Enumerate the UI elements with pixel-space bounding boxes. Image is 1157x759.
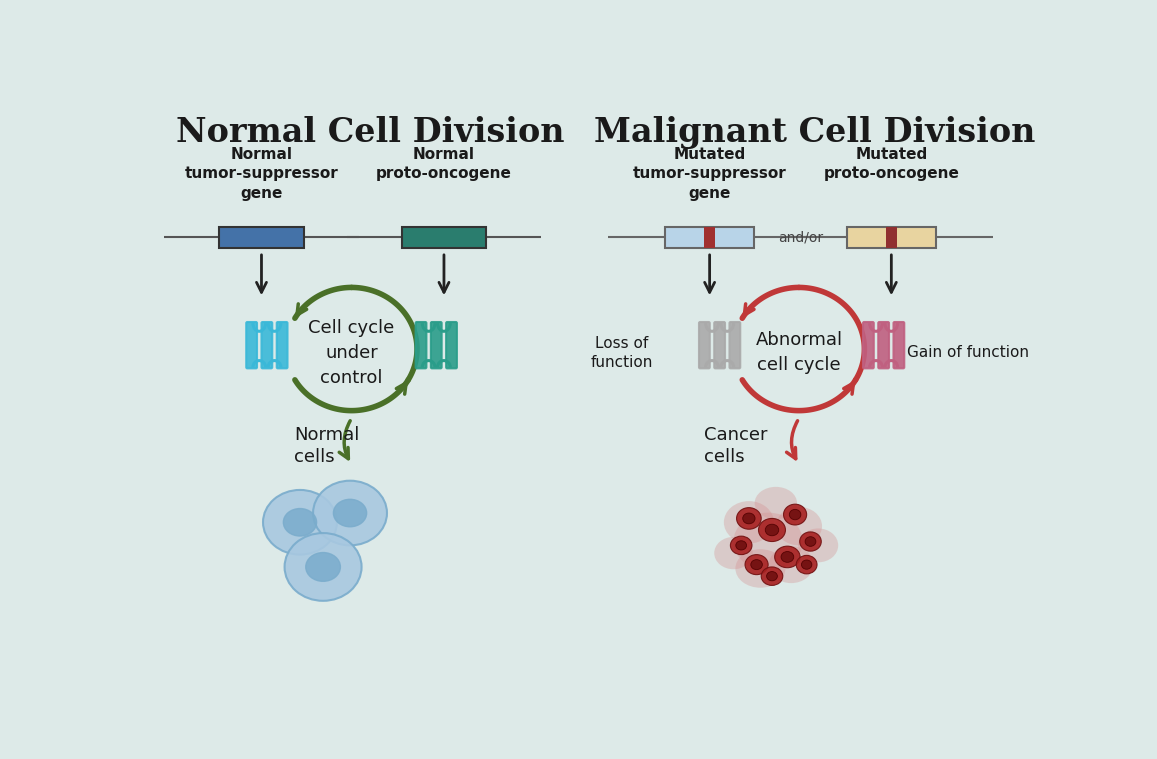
Text: Cell cycle
under
control: Cell cycle under control [309, 319, 395, 387]
Ellipse shape [767, 572, 778, 581]
Ellipse shape [724, 501, 774, 543]
Ellipse shape [789, 509, 801, 520]
FancyBboxPatch shape [277, 322, 287, 368]
FancyBboxPatch shape [430, 322, 442, 368]
FancyBboxPatch shape [665, 227, 754, 248]
Ellipse shape [314, 480, 386, 546]
FancyBboxPatch shape [714, 322, 725, 368]
Ellipse shape [781, 552, 794, 562]
Ellipse shape [745, 555, 768, 575]
FancyBboxPatch shape [699, 322, 709, 368]
Ellipse shape [736, 550, 786, 587]
Ellipse shape [761, 567, 783, 585]
Ellipse shape [751, 559, 762, 570]
Text: Cancer
cells: Cancer cells [705, 426, 768, 466]
Text: Normal Cell Division: Normal Cell Division [176, 115, 565, 149]
Ellipse shape [775, 546, 801, 568]
Ellipse shape [285, 533, 362, 601]
FancyBboxPatch shape [729, 322, 740, 368]
Ellipse shape [333, 499, 367, 527]
Text: and/or: and/or [778, 231, 823, 244]
FancyBboxPatch shape [219, 227, 304, 248]
Ellipse shape [796, 556, 817, 574]
Ellipse shape [759, 518, 786, 541]
Ellipse shape [776, 507, 821, 546]
Ellipse shape [743, 513, 756, 524]
Ellipse shape [769, 546, 813, 583]
FancyBboxPatch shape [878, 322, 889, 368]
Text: Mutated
tumor-suppressor
gene: Mutated tumor-suppressor gene [633, 146, 787, 201]
FancyBboxPatch shape [246, 322, 257, 368]
Ellipse shape [805, 537, 816, 546]
FancyBboxPatch shape [863, 322, 874, 368]
Text: Loss of
function: Loss of function [591, 336, 653, 370]
FancyBboxPatch shape [415, 322, 427, 368]
Ellipse shape [783, 504, 806, 525]
Ellipse shape [263, 490, 337, 555]
Text: Mutated
proto-oncogene: Mutated proto-oncogene [824, 146, 959, 181]
Text: Normal
tumor-suppressor
gene: Normal tumor-suppressor gene [185, 146, 338, 201]
FancyBboxPatch shape [261, 322, 272, 368]
FancyBboxPatch shape [401, 227, 486, 248]
Ellipse shape [799, 532, 821, 551]
Text: Abnormal
cell cycle: Abnormal cell cycle [756, 332, 842, 374]
Text: Normal
cells: Normal cells [294, 426, 359, 466]
FancyBboxPatch shape [885, 227, 897, 248]
Ellipse shape [283, 509, 317, 536]
Ellipse shape [802, 560, 812, 569]
Ellipse shape [765, 524, 779, 536]
Text: Gain of function: Gain of function [907, 345, 1030, 361]
Ellipse shape [730, 536, 752, 555]
FancyBboxPatch shape [703, 227, 715, 248]
Ellipse shape [714, 537, 753, 569]
Ellipse shape [754, 487, 797, 519]
Text: Normal
proto-oncogene: Normal proto-oncogene [376, 146, 511, 181]
Ellipse shape [737, 508, 761, 529]
FancyBboxPatch shape [847, 227, 936, 248]
Ellipse shape [305, 553, 340, 581]
Ellipse shape [736, 540, 746, 550]
FancyBboxPatch shape [893, 322, 905, 368]
FancyBboxPatch shape [447, 322, 457, 368]
Ellipse shape [798, 528, 838, 562]
Text: Malignant Cell Division: Malignant Cell Division [595, 115, 1036, 149]
Ellipse shape [734, 512, 803, 571]
